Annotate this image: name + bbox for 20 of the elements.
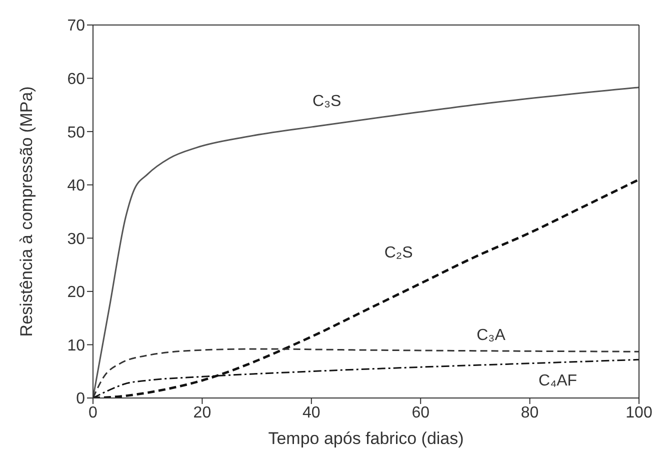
series-label: C₄AF xyxy=(538,372,578,390)
y-tick-label: 30 xyxy=(67,230,86,248)
y-tick-label: 70 xyxy=(67,18,86,35)
y-tick-label: 60 xyxy=(67,70,86,88)
x-tick-label: 100 xyxy=(626,404,652,422)
y-tick-label: 40 xyxy=(67,178,86,195)
x-tick-label: 60 xyxy=(412,404,430,422)
y-axis-title: Resistência à compressão (MPa) xyxy=(17,86,36,337)
series-label: C₃S xyxy=(312,93,342,110)
series-label: C₂S xyxy=(384,244,413,262)
y-tick-label: 50 xyxy=(67,124,86,142)
y-tick-label: 0 xyxy=(76,390,86,408)
x-tick-label: 0 xyxy=(88,404,98,422)
x-tick-label: 40 xyxy=(302,404,320,422)
y-tick-label: 10 xyxy=(67,337,86,354)
series-label: C₃A xyxy=(476,327,506,344)
x-tick-label: 20 xyxy=(193,404,212,422)
y-tick-label: 20 xyxy=(67,284,86,302)
x-axis-title: Tempo após fabrico (dias) xyxy=(268,429,464,448)
x-tick-label: 80 xyxy=(520,404,539,422)
